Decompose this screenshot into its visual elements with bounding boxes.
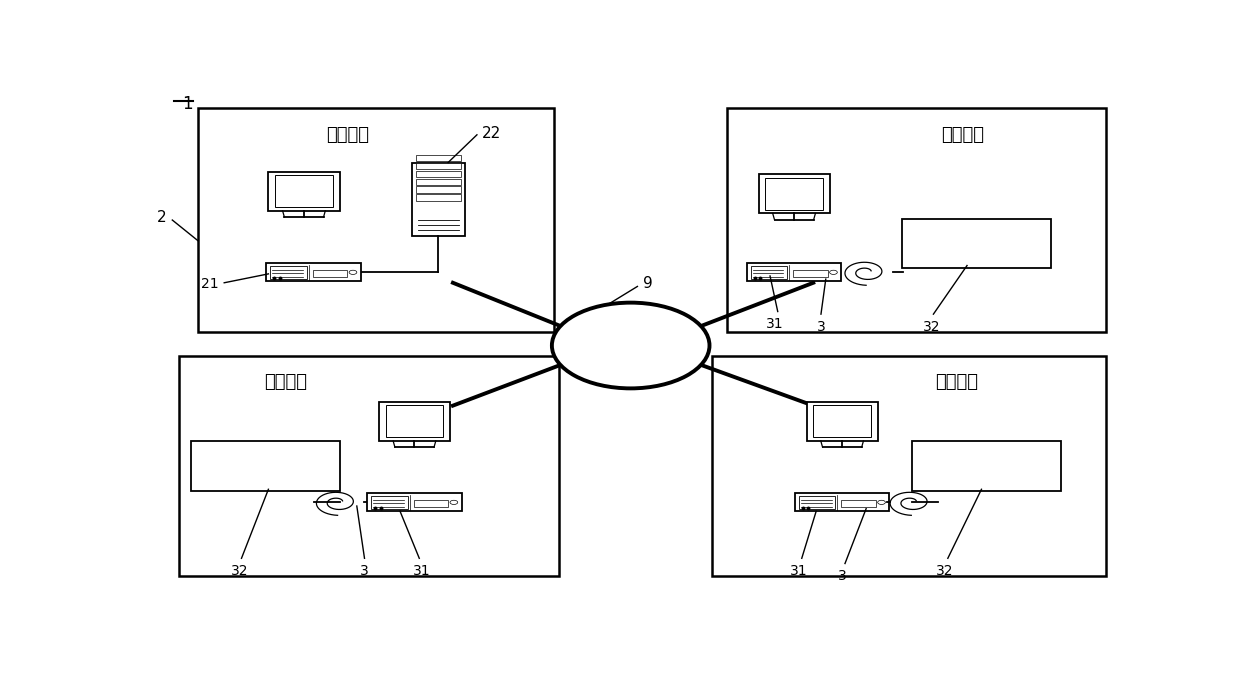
Bar [746, 263, 841, 281]
Bar [412, 162, 465, 236]
Text: 22: 22 [481, 126, 501, 141]
Bar [417, 179, 460, 185]
Circle shape [350, 270, 357, 274]
Text: 31: 31 [413, 564, 432, 578]
Circle shape [878, 500, 885, 504]
Bar [417, 194, 460, 200]
Bar [799, 496, 836, 509]
Text: 设计部门: 设计部门 [326, 126, 370, 143]
Text: 3: 3 [817, 320, 826, 335]
Bar [765, 178, 823, 210]
Bar [903, 219, 1052, 268]
Bar [275, 175, 332, 207]
Circle shape [830, 270, 837, 274]
Text: 32: 32 [936, 564, 954, 578]
Bar [191, 441, 340, 491]
Text: 2: 2 [157, 210, 166, 225]
Bar [179, 356, 558, 576]
Bar [371, 496, 408, 509]
Bar [751, 265, 787, 279]
Bar [841, 500, 875, 507]
Bar [417, 187, 460, 193]
Bar [417, 163, 460, 169]
Text: 9: 9 [644, 276, 653, 291]
Text: 制图部门: 制图部门 [264, 373, 306, 391]
Text: 31: 31 [766, 317, 784, 331]
Bar [267, 263, 361, 281]
Bar [386, 405, 444, 437]
Text: 32: 32 [923, 320, 940, 335]
Text: 制图部门: 制图部门 [941, 126, 983, 143]
Bar [379, 402, 450, 441]
Text: 21: 21 [201, 277, 218, 291]
Bar [759, 175, 830, 213]
Bar [727, 108, 1106, 333]
Text: 31: 31 [790, 564, 807, 578]
Bar [367, 494, 461, 511]
Bar [794, 270, 828, 277]
Bar [806, 402, 878, 441]
Circle shape [552, 303, 709, 388]
Text: 3: 3 [360, 564, 368, 578]
Bar [413, 500, 448, 507]
Text: 1: 1 [182, 95, 192, 113]
Bar [911, 441, 1060, 491]
Text: 3: 3 [838, 569, 847, 583]
Bar [712, 356, 1106, 576]
Bar [417, 155, 460, 162]
Text: 32: 32 [231, 564, 248, 578]
Bar [795, 494, 889, 511]
Bar [270, 265, 306, 279]
Text: 制图部门: 制图部门 [935, 373, 978, 391]
Circle shape [450, 500, 458, 504]
Bar [417, 171, 460, 177]
Bar [312, 270, 347, 277]
Bar [813, 405, 870, 437]
Bar [268, 172, 340, 211]
Bar [198, 108, 554, 333]
